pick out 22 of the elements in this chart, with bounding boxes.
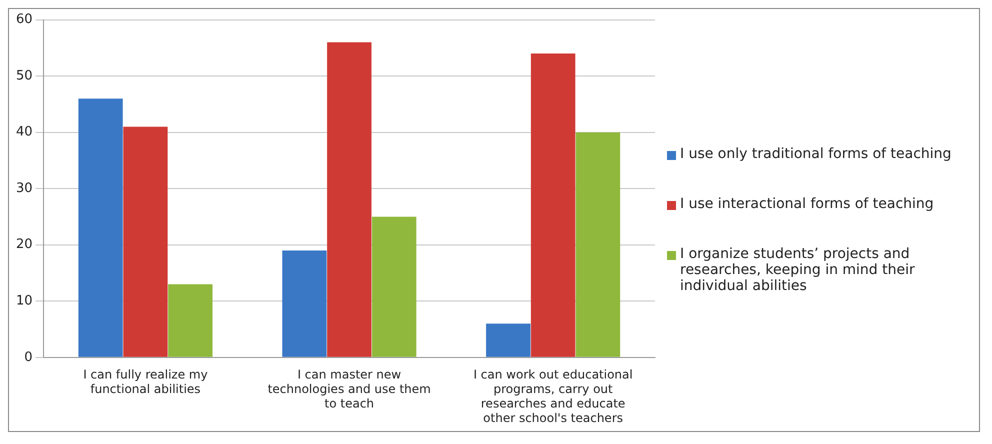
bar [327, 42, 372, 357]
bar [78, 98, 123, 357]
legend-label: I use interactional forms of teaching [680, 196, 934, 212]
bar [486, 324, 530, 357]
bar [282, 250, 327, 357]
x-tick-label: I can master new technologies and use them to teach [268, 368, 431, 411]
bar [372, 216, 416, 357]
y-tick-label: 60 [16, 12, 33, 28]
bar [123, 126, 168, 357]
y-tick-label: 40 [16, 124, 33, 140]
legend-label: I organize students’ projects and researches, keeping in mind their individual abilities [680, 246, 916, 294]
bar [576, 132, 620, 357]
y-tick-label: 50 [16, 68, 33, 84]
y-tick-label: 0 [24, 350, 33, 365]
legend-label: I use only traditional forms of teaching [680, 146, 952, 162]
y-tick-label: 20 [16, 237, 33, 252]
x-tick-label: I can work out educational programs, carry out researches and educate other school's teachers [473, 368, 633, 425]
bar [530, 54, 576, 357]
bar [168, 284, 212, 357]
y-tick-label: 10 [16, 294, 33, 309]
x-tick-label: I can fully realize my functional abilities [83, 368, 208, 396]
y-tick-label: 30 [16, 180, 33, 196]
